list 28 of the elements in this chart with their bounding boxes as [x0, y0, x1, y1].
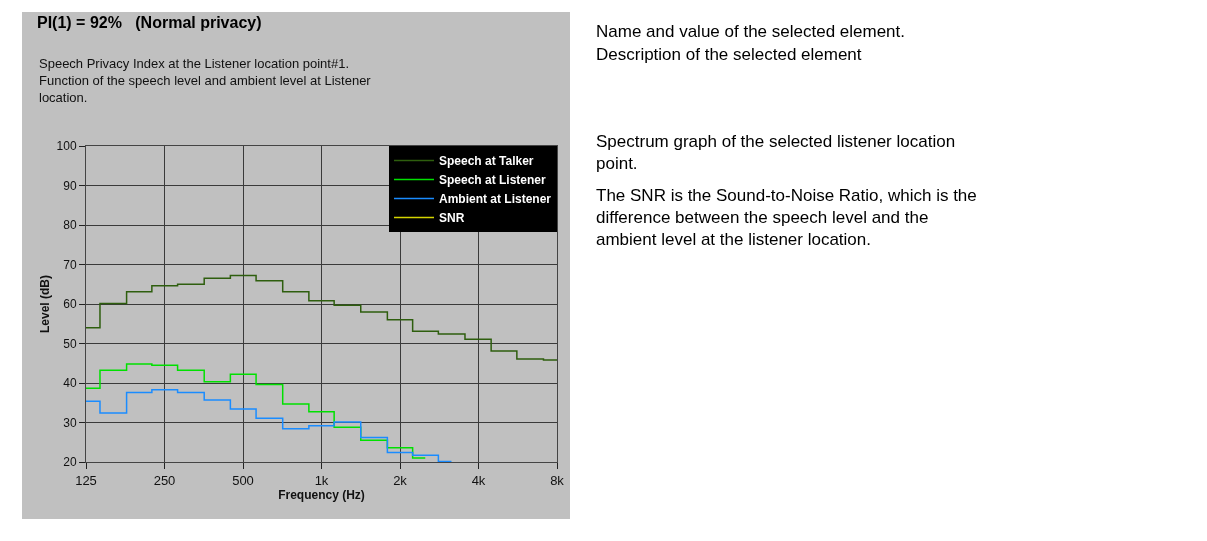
x-tick-label: 125 — [75, 472, 97, 488]
y-tick-label: 40 — [63, 376, 77, 391]
x-tick-label: 500 — [232, 472, 254, 488]
y-tick-label: 60 — [63, 297, 77, 312]
x-tick-label: 250 — [153, 472, 176, 488]
x-tick-label: 2k — [393, 472, 408, 488]
y-tick-label: 70 — [63, 257, 77, 272]
x-tick-label: 1k — [314, 472, 329, 488]
y-tick-label: 20 — [63, 455, 77, 470]
legend-label: SNR — [439, 211, 465, 226]
chart-subtitle: Speech Privacy Index at the Listener location point#1. Function of the speech level and ambient level at Listener location. — [39, 56, 372, 105]
y-axis-title: Level (dB) — [37, 274, 52, 334]
text: Name and value of the selected element. — [596, 22, 906, 41]
y-tick-label: 50 — [63, 336, 77, 351]
x-axis-title: Frequency (Hz) — [278, 488, 365, 503]
y-tick-label: 90 — [63, 178, 77, 193]
legend-label: Speech at Talker — [439, 154, 534, 169]
y-tick-label: 100 — [56, 139, 77, 154]
text: Spectrum graph of the selected listener location point. — [596, 132, 956, 174]
chart-title: PI(1) = 92% (Normal privacy) — [37, 13, 262, 31]
legend-label: Speech at Listener — [439, 173, 547, 188]
text: Description of the selected element — [596, 45, 862, 64]
legend-label: Ambient at Listener — [439, 192, 552, 207]
y-tick-label: 30 — [63, 415, 77, 430]
x-tick-label: 4k — [471, 472, 486, 488]
text: The SNR is the Sound-to-Noise Ratio, which is the difference between the speech level and the ambient level at the listener location. — [596, 186, 977, 250]
y-tick-label: 80 — [63, 218, 77, 233]
x-tick-label: 8k — [550, 472, 565, 488]
